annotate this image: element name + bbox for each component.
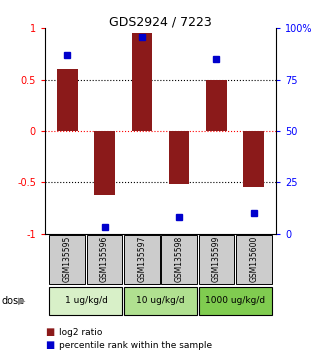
Bar	[124, 287, 197, 315]
Text: 10 ug/kg/d: 10 ug/kg/d	[136, 296, 185, 306]
Bar	[57, 69, 78, 131]
Text: GDS2924 / 7223: GDS2924 / 7223	[109, 16, 212, 29]
Bar	[198, 235, 234, 284]
Bar	[236, 235, 272, 284]
Bar	[49, 235, 85, 284]
Text: GSM135600: GSM135600	[249, 236, 258, 282]
Text: 1000 ug/kg/d: 1000 ug/kg/d	[205, 296, 265, 306]
Text: 1 ug/kg/d: 1 ug/kg/d	[65, 296, 108, 306]
Bar	[87, 235, 123, 284]
Bar	[161, 235, 197, 284]
Text: GSM135596: GSM135596	[100, 236, 109, 282]
Text: percentile rank within the sample: percentile rank within the sample	[59, 341, 213, 350]
Bar	[243, 131, 264, 188]
Text: GSM135599: GSM135599	[212, 236, 221, 282]
Bar	[124, 235, 160, 284]
Text: GSM135597: GSM135597	[137, 236, 146, 282]
Bar	[206, 80, 227, 131]
Text: dose: dose	[2, 296, 25, 306]
Bar	[198, 287, 272, 315]
Bar	[132, 33, 152, 131]
Bar	[169, 131, 189, 184]
Text: log2 ratio: log2 ratio	[59, 327, 103, 337]
Text: ▶: ▶	[18, 296, 26, 306]
Text: ■: ■	[45, 327, 54, 337]
Text: GSM135595: GSM135595	[63, 236, 72, 282]
Bar	[49, 287, 123, 315]
Bar	[94, 131, 115, 195]
Text: GSM135598: GSM135598	[175, 236, 184, 282]
Text: ■: ■	[45, 340, 54, 350]
